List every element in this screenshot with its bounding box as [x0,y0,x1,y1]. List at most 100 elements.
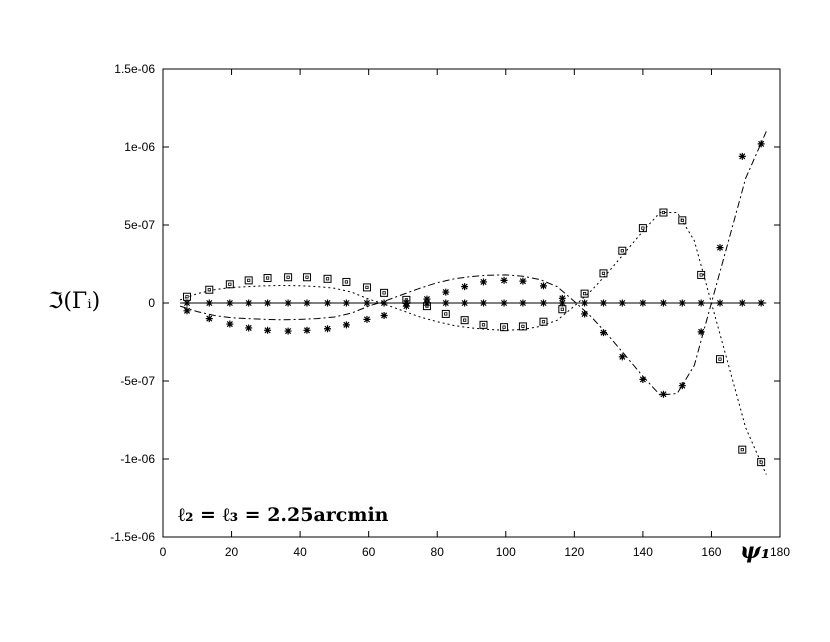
asterisk-point [205,299,213,307]
asterisk-point [519,277,527,285]
square-point [539,317,548,326]
asterisk-point [284,299,292,307]
square-point [618,246,627,255]
square-point [342,277,351,286]
asterisk-point [639,375,647,383]
asterisk-point [226,299,234,307]
asterisk-point [324,325,332,333]
asterisk-point [205,315,213,323]
square-point [638,224,647,233]
asterisk-point [558,299,566,307]
square-point [263,274,272,283]
asterisk-point [183,299,191,307]
y-tick-label: 1.5e-06 [114,62,155,76]
asterisk-point [461,283,469,291]
asterisk-point [558,294,566,302]
square-point [441,309,450,318]
x-tick-label: 180 [770,545,790,559]
fit-curve-dash-dot [179,131,767,396]
asterisk-point [264,299,272,307]
asterisk-point [659,299,667,307]
data-points [182,140,766,467]
square-point [558,305,567,314]
asterisk-point [500,276,508,284]
x-axis-label: ψ₁ [740,538,770,564]
asterisk-point [324,299,332,307]
asterisk-point [519,299,527,307]
asterisk-point [423,295,431,303]
y-axis: -1.5e-06 -1e-06 -5e-07 0 5e-07 1e-06 1.5e-06 [110,62,780,544]
asterisk-point [639,299,647,307]
asterisk-point [380,299,388,307]
asterisk-point [226,320,234,328]
square-point [716,355,725,364]
asterisk-point [716,244,724,252]
asterisk-point [757,299,765,307]
asterisk-point [402,299,410,307]
asterisk-point [284,327,292,335]
x-axis: 0 20 40 60 80 100 120 140 160 180 [160,69,790,559]
y-tick-label: -5e-07 [120,374,155,388]
asterisk-point [599,329,607,337]
asterisk-point [618,299,626,307]
chart-annotation: ℓ₂ = ℓ₃ = 2.25arcmin [178,504,389,526]
asterisk-point [659,390,667,398]
asterisk-point [380,311,388,319]
fit-curve-dotted [179,212,767,475]
x-tick-label: 0 [160,545,167,559]
asterisk-point [479,278,487,286]
asterisk-point [678,382,686,390]
asterisk-point [581,310,589,318]
square-point [678,216,687,225]
square-point [460,316,469,325]
y-axis-label: ℑ(Γᵢ) [48,289,100,314]
x-tick-label: 120 [564,545,584,559]
asterisk-point [697,299,705,307]
square-point [518,322,527,331]
x-tick-label: 80 [431,545,445,559]
asterisk-point [363,315,371,323]
y-tick-label: -1.5e-06 [110,530,155,544]
square-point [182,292,191,301]
x-tick-label: 40 [293,545,307,559]
x-tick-label: 140 [633,545,653,559]
square-point [205,285,214,294]
x-tick-label: 20 [225,545,239,559]
square-point [362,283,371,292]
square-point [479,320,488,329]
asterisk-point [599,299,607,307]
square-point [323,274,332,283]
x-tick-label: 100 [496,545,516,559]
asterisk-point [716,299,724,307]
asterisk-point [738,299,746,307]
asterisk-point [183,307,191,315]
asterisk-point [264,326,272,334]
y-tick-label: 1e-06 [124,140,155,154]
square-point [659,208,668,217]
asterisk-point [757,140,765,148]
asterisk-point [245,299,253,307]
asterisk-point [500,299,508,307]
asterisk-point [303,299,311,307]
asterisk-point [342,321,350,329]
asterisk-point [363,299,371,307]
asterisk-point [303,326,311,334]
asterisk-point [442,288,450,296]
square-point [500,323,509,332]
asterisk-point [618,353,626,361]
asterisk-point [697,328,705,336]
square-point [738,445,747,454]
y-tick-label: 5e-07 [124,218,155,232]
y-tick-label: 0 [148,296,155,310]
y-tick-label: -1e-06 [120,452,155,466]
asterisk-point [342,299,350,307]
asterisk-point [245,324,253,332]
square-point [244,276,253,285]
square-point [380,288,389,297]
asterisk-point [539,299,547,307]
x-tick-label: 60 [362,545,376,559]
square-point [580,289,589,298]
asterisk-point [678,299,686,307]
asterisk-point [442,299,450,307]
